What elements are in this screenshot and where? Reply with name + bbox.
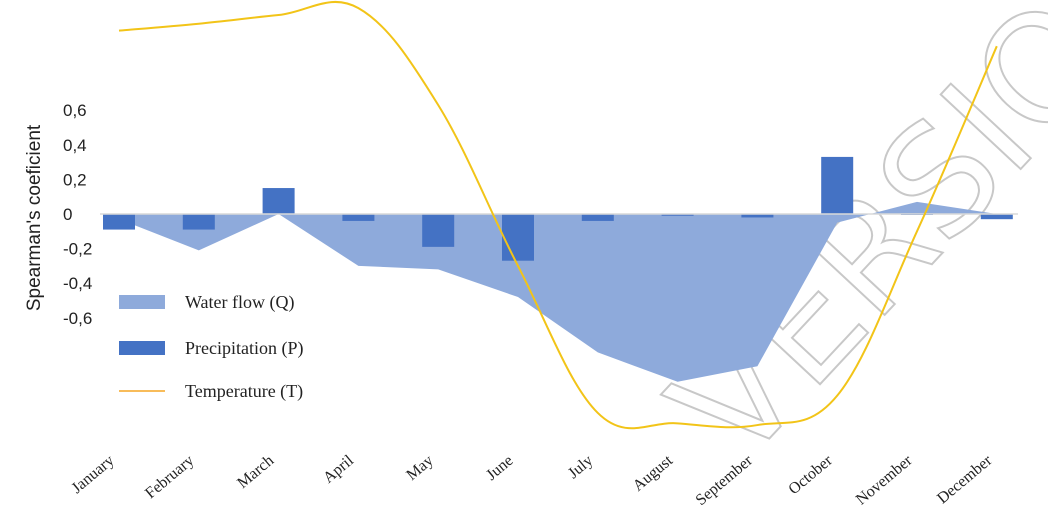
precipitation-bar-august <box>661 214 694 216</box>
x-tick-label-july: July <box>565 452 596 482</box>
x-tick-label-september: September <box>693 452 757 509</box>
temperature-line-layer <box>118 0 998 430</box>
y-tick-label: -0,4 <box>63 274 92 293</box>
precipitation-bar-february <box>182 214 215 230</box>
precipitation-bar-april <box>342 214 375 221</box>
precipitation-bar-september <box>741 214 774 218</box>
legend-label-water-flow: Water flow (Q) <box>185 292 295 313</box>
water-flow-area <box>119 201 997 382</box>
legend-swatch-precipitation <box>119 341 165 355</box>
x-tick-labels: January February March April May June July Augu… <box>69 452 996 509</box>
x-tick-label-november: November <box>853 452 916 509</box>
precipitation-bar-july <box>581 214 614 221</box>
y-axis-title: Spearman's coeficient <box>24 124 45 311</box>
y-tick-label: 0,4 <box>63 136 87 155</box>
y-tick-label: 0,2 <box>63 170 87 189</box>
y-tick-labels: 0,6 0,4 0,2 0 -0,2 -0,4 -0,6 <box>63 101 92 328</box>
water-flow-area-layer <box>119 201 997 382</box>
y-tick-label: -0,2 <box>63 240 92 259</box>
x-tick-label-january: January <box>69 452 118 497</box>
x-tick-label-june: June <box>483 452 516 484</box>
legend-swatch-water-flow <box>119 295 165 309</box>
legend-label-temperature: Temperature (T) <box>185 381 303 402</box>
y-tick-label: 0,6 <box>63 101 87 120</box>
precipitation-bar-may <box>422 214 455 247</box>
legend: Water flow (Q) Precipitation (P) Tempera… <box>119 292 303 402</box>
temperature-line <box>118 0 998 430</box>
precipitation-bar-june <box>502 214 534 261</box>
x-tick-label-february: February <box>142 452 197 502</box>
x-tick-label-december: December <box>934 452 996 508</box>
precipitation-bar-december <box>980 214 1013 220</box>
x-tick-label-march: March <box>234 452 277 492</box>
x-tick-label-may: May <box>403 452 436 484</box>
x-tick-label-august: August <box>630 452 677 495</box>
y-tick-label: -0,6 <box>63 309 92 328</box>
precipitation-bar-october <box>821 156 854 214</box>
x-tick-label-april: April <box>320 452 357 487</box>
precipitation-bar-january <box>103 214 135 230</box>
legend-label-precipitation: Precipitation (P) <box>185 338 303 359</box>
precipitation-bar-march <box>262 188 295 214</box>
y-tick-label: 0 <box>63 205 72 224</box>
precipitation-bar-layer <box>103 156 1013 261</box>
